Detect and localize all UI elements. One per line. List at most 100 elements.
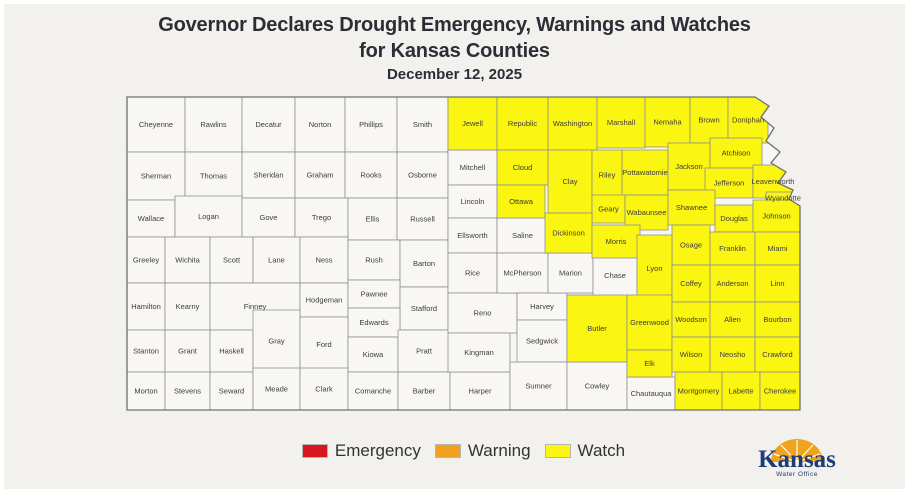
county-label-wabaunsee: Wabaunsee (627, 208, 667, 217)
county-montgomery (674, 371, 723, 410)
county-scott (209, 236, 254, 284)
county-label-seward: Seward (219, 387, 244, 396)
county-label-meade: Meade (265, 385, 288, 394)
county-rawlins (184, 97, 243, 153)
county-douglas (714, 204, 754, 233)
county-decatur (241, 97, 296, 153)
county-jewell (447, 97, 498, 151)
county-washington (547, 97, 598, 151)
county-label-wilson: Wilson (680, 350, 703, 359)
county-label-trego: Trego (312, 213, 331, 222)
county-label-sumner: Sumner (525, 382, 552, 391)
county-label-kiowa: Kiowa (363, 350, 384, 359)
county-label-mitchell: Mitchell (460, 163, 486, 172)
county-label-wyandotte: Wyandotte (765, 194, 801, 203)
legend-item-emergency: Emergency (301, 441, 421, 461)
county-cherokee (759, 371, 800, 410)
county-label-stevens: Stevens (174, 387, 201, 396)
county-label-marshall: Marshall (607, 118, 636, 127)
county-marshall (596, 97, 646, 149)
county-stafford (399, 286, 449, 331)
county-label-linn: Linn (770, 279, 784, 288)
legend-label-warning: Warning (467, 441, 531, 460)
county-barton (399, 239, 449, 288)
county-label-sedgwick: Sedgwick (526, 337, 558, 346)
county-label-pawnee: Pawnee (360, 290, 387, 299)
county-label-russell: Russell (410, 215, 435, 224)
county-label-morris: Morris (606, 237, 627, 246)
county-labette (721, 371, 761, 410)
county-label-geary: Geary (598, 205, 619, 214)
county-label-woodson: Woodson (675, 315, 707, 324)
county-label-washington: Washington (553, 119, 592, 128)
legend-item-watch: Watch (544, 441, 625, 461)
county-ellis (347, 197, 398, 241)
county-atchison (709, 137, 763, 169)
county-wilson (671, 336, 711, 373)
county-wichita (164, 236, 211, 284)
county-sedgwick (516, 319, 568, 363)
legend-label-emergency: Emergency (334, 441, 421, 460)
county-label-elk: Elk (644, 359, 655, 368)
county-label-bourbon: Bourbon (763, 315, 791, 324)
county-label-republic: Republic (508, 119, 537, 128)
county-label-wallace: Wallace (138, 214, 164, 223)
county-label-lyon: Lyon (647, 264, 663, 273)
county-label-edwards: Edwards (359, 318, 388, 327)
county-neosho (709, 336, 756, 373)
logo-subtitle: Water Office (776, 471, 818, 478)
county-label-jackson: Jackson (675, 162, 703, 171)
county-label-jewell: Jewell (462, 119, 483, 128)
county-label-doniphan: Doniphan (732, 116, 764, 125)
county-wallace (127, 199, 176, 238)
county-label-ness: Ness (315, 256, 332, 265)
county-label-johnson: Johnson (762, 212, 790, 221)
county-label-gove: Gove (260, 213, 278, 222)
county-label-haskell: Haskell (219, 347, 244, 356)
county-stevens (164, 371, 211, 410)
county-republic (496, 97, 549, 151)
page-title-line1: Governor Declares Drought Emergency, War… (158, 14, 751, 36)
county-label-osage: Osage (680, 241, 702, 250)
page-title-line2: for Kansas Counties (359, 40, 550, 62)
county-label-saline: Saline (512, 231, 533, 240)
county-label-hodgeman: Hodgeman (306, 296, 343, 305)
county-label-rooks: Rooks (360, 171, 382, 180)
county-label-stafford: Stafford (411, 304, 437, 313)
county-label-sherman: Sherman (141, 172, 171, 181)
county-rooks (344, 151, 398, 199)
county-clark (299, 367, 349, 410)
county-label-cowley: Cowley (585, 382, 610, 391)
county-trego (294, 197, 349, 238)
county-jackson (667, 142, 711, 191)
county-osborne (396, 151, 449, 199)
county-mitchell (447, 149, 498, 186)
county-logan (174, 195, 243, 238)
county-geary (591, 194, 626, 224)
county-label-greeley: Greeley (133, 256, 160, 265)
county-label-lane: Lane (268, 256, 285, 265)
county-greeley (127, 236, 166, 284)
county-label-cheyenne: Cheyenne (139, 120, 173, 129)
county-label-kearny: Kearny (176, 302, 200, 311)
legend-swatch-emergency (301, 444, 328, 458)
county-greenwood (626, 294, 673, 351)
county-kingman (447, 332, 511, 373)
county-label-finney: Finney (244, 302, 267, 311)
county-label-graham: Graham (306, 171, 333, 180)
county-ness (299, 236, 349, 284)
county-kearny (164, 282, 211, 331)
county-smith (396, 97, 449, 153)
county-anderson (709, 264, 756, 303)
county-elk (626, 349, 673, 378)
county-label-atchison: Atchison (722, 149, 751, 158)
county-label-osborne: Osborne (408, 171, 437, 180)
county-label-jefferson: Jefferson (714, 179, 745, 188)
kansas-water-office-logo: Kansas Water Office (742, 437, 852, 489)
county-label-reno: Reno (474, 309, 492, 318)
logo-wordmark: Kansas (758, 446, 836, 473)
county-layer (127, 97, 800, 410)
county-label-comanche: Comanche (355, 387, 391, 396)
county-label-marion: Marion (559, 269, 582, 278)
county-label-harper: Harper (469, 387, 492, 396)
